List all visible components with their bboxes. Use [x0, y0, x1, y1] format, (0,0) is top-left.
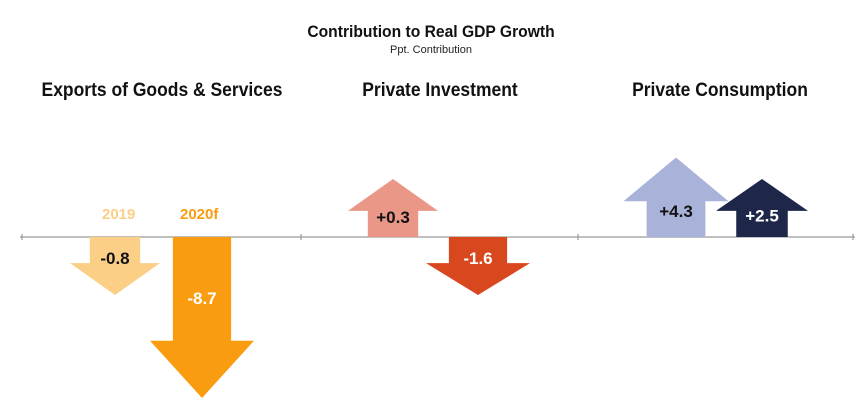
- chart-subtitle: Ppt. Contribution: [390, 44, 472, 56]
- group-title-investment: Private Investment: [362, 80, 518, 101]
- arrow-consumption-2020f: [716, 179, 808, 237]
- arrow-investment-2020f: [426, 237, 530, 295]
- arrow-consumption-2019: [623, 157, 729, 237]
- data-label-exports-2019: -0.8: [100, 249, 129, 268]
- data-label-consumption-2019: +4.3: [659, 202, 693, 221]
- chart-title: Contribution to Real GDP Growth: [307, 22, 555, 41]
- legend-2019: 2019: [102, 206, 136, 223]
- arrow-exports-2019: [70, 237, 160, 295]
- legend-2020f: 2020f: [180, 206, 219, 223]
- arrow-investment-2019: [348, 179, 438, 237]
- data-label-exports-2020f: -8.7: [187, 289, 216, 308]
- arrow-exports-2020f: [150, 237, 254, 398]
- data-label-investment-2020f: -1.6: [463, 249, 492, 268]
- data-label-consumption-2020f: +2.5: [745, 207, 779, 226]
- group-title-consumption: Private Consumption: [632, 80, 808, 101]
- data-label-investment-2019: +0.3: [376, 208, 410, 227]
- group-title-exports: Exports of Goods & Services: [41, 80, 283, 101]
